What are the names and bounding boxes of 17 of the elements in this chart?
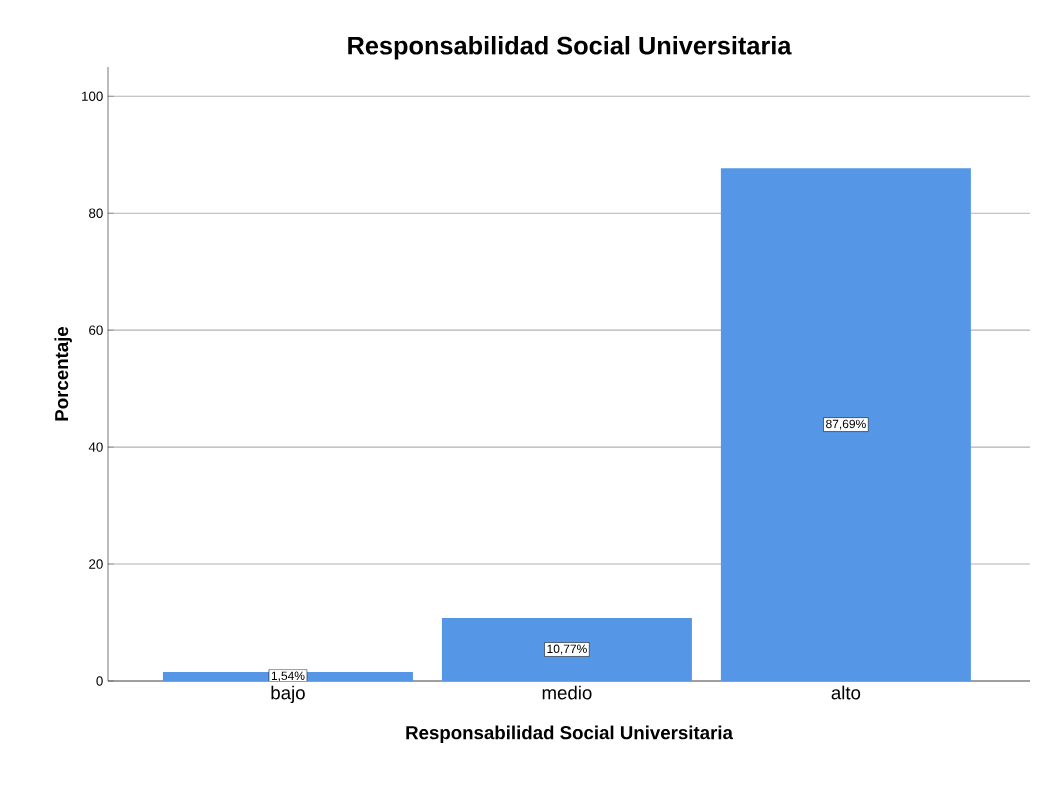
chart-title: Responsabilidad Social Universitaria — [348, 36, 792, 60]
data-label: 10,77% — [547, 644, 587, 655]
x-tick-label: bajo — [271, 685, 305, 704]
bar — [441, 618, 692, 681]
x-tick-label: alto — [831, 685, 861, 700]
y-tick-label: 100 — [82, 91, 103, 101]
y-tick-label: 60 — [89, 325, 103, 335]
y-tick-label: 80 — [89, 208, 103, 218]
x-tick-label: medio — [542, 685, 592, 700]
y-tick-label: 40 — [88, 442, 103, 452]
y-tick-label: 0 — [96, 676, 103, 686]
x-axis-title: Responsabilidad Social Universitaria — [406, 725, 734, 743]
data-label: 1,54% — [271, 671, 305, 682]
y-axis-title: Porcentaje — [54, 326, 72, 421]
bar — [720, 168, 971, 681]
data-label: 87,69% — [826, 419, 866, 430]
y-tick-label: 20 — [89, 559, 103, 569]
